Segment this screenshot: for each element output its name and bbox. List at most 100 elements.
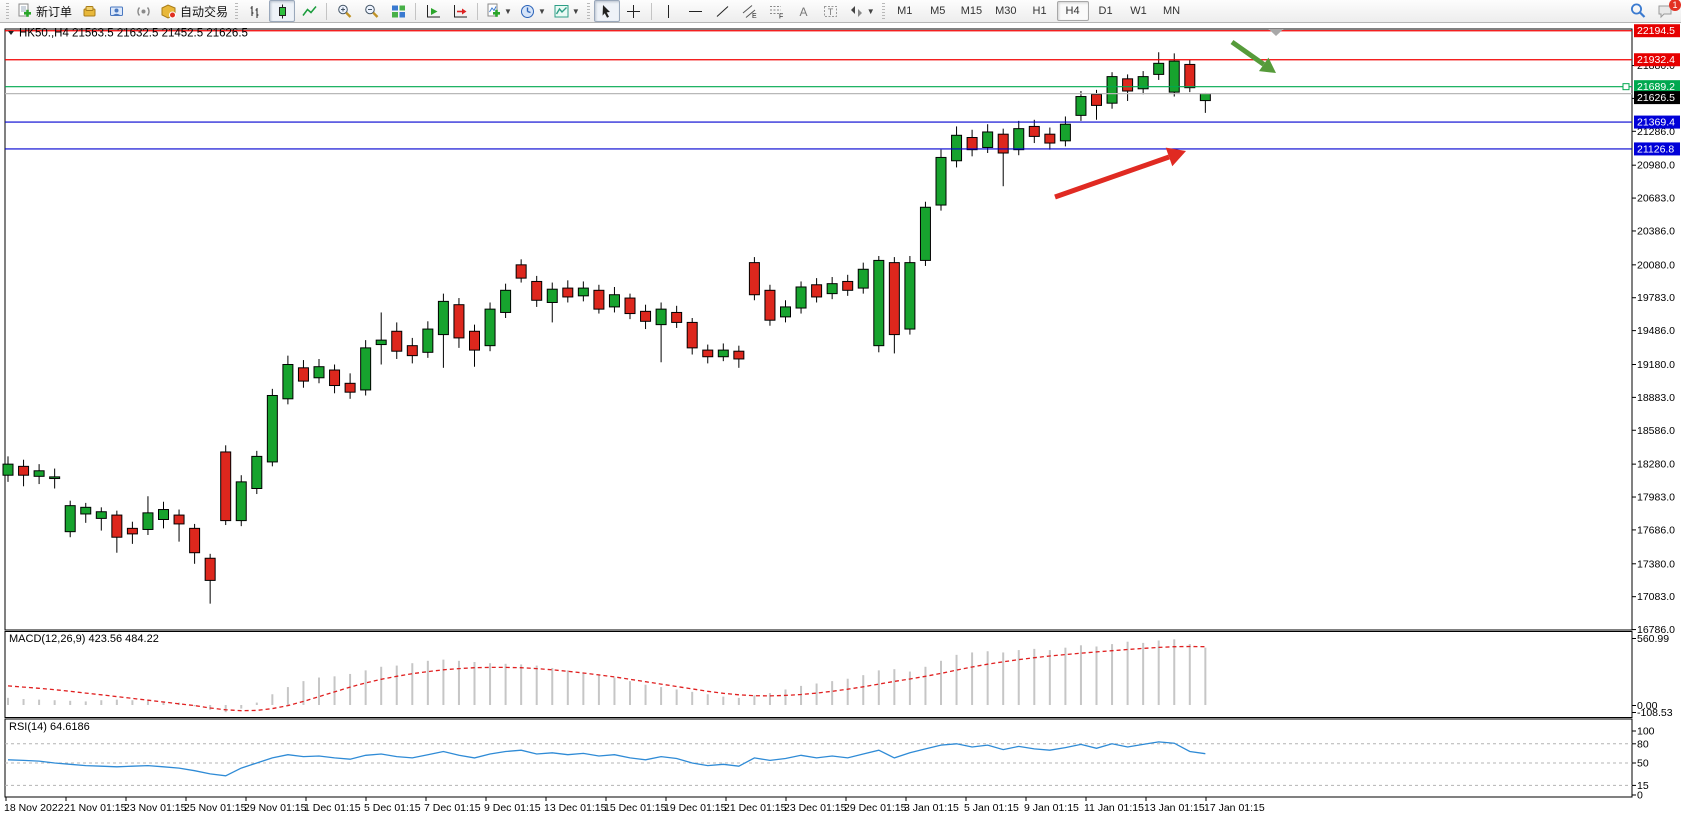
timeframe-m30-button[interactable]: M30 bbox=[995, 5, 1017, 17]
line-chart-mode-button[interactable] bbox=[296, 0, 322, 22]
x-axis-label[interactable]: 17 Jan 01:15 bbox=[1204, 802, 1265, 814]
chart-shift-marker[interactable] bbox=[1268, 29, 1284, 36]
candle-body bbox=[951, 134, 963, 162]
x-axis-label[interactable]: 23 Dec 01:15 bbox=[784, 802, 847, 814]
candle-body bbox=[189, 527, 201, 554]
timeframe-mn-button[interactable]: MN bbox=[1162, 5, 1181, 17]
candle-body bbox=[1199, 93, 1211, 102]
y-axis-label: 21286.0 bbox=[1637, 126, 1675, 138]
price-label-box bbox=[1634, 142, 1680, 156]
x-axis-label[interactable]: 5 Jan 01:15 bbox=[964, 802, 1019, 814]
cursor-icon bbox=[602, 4, 611, 18]
x-axis-label[interactable]: 5 Dec 01:15 bbox=[364, 802, 421, 814]
macd-histogram-bar bbox=[1126, 641, 1129, 705]
y-axis-label: 17983.0 bbox=[1637, 492, 1675, 504]
text-label-tool-button[interactable]: T bbox=[818, 0, 844, 22]
x-axis-label[interactable]: 21 Nov 01:15 bbox=[64, 802, 127, 814]
crosshair-tool-button[interactable] bbox=[621, 0, 647, 22]
candle-body bbox=[1013, 128, 1025, 151]
bar-chart-mode-button[interactable] bbox=[242, 0, 268, 22]
red-arrow-annotation[interactable] bbox=[1054, 154, 1170, 200]
candlestick-mode-button[interactable] bbox=[269, 0, 296, 22]
candle-body bbox=[375, 339, 387, 346]
search-button[interactable] bbox=[1625, 0, 1651, 22]
x-axis-label[interactable]: 18 Nov 2022 bbox=[4, 802, 64, 814]
x-axis-label[interactable]: 1 Dec 01:15 bbox=[304, 802, 361, 814]
timeframe-h1-button[interactable]: H1 bbox=[1032, 5, 1047, 17]
notification-badge: 1 bbox=[1669, 0, 1681, 11]
collapse-triangle-icon[interactable] bbox=[8, 31, 14, 35]
tile-windows-button[interactable] bbox=[385, 0, 411, 22]
notifications-button[interactable]: 1 bbox=[1652, 0, 1681, 22]
x-axis-label[interactable]: 13 Jan 01:15 bbox=[1144, 802, 1205, 814]
x-axis-label[interactable]: 9 Dec 01:15 bbox=[484, 802, 541, 814]
candle-body bbox=[266, 394, 278, 463]
x-axis-label[interactable]: 21 Dec 01:15 bbox=[724, 802, 787, 814]
zoom-in-button[interactable] bbox=[331, 0, 357, 22]
signals-button[interactable] bbox=[130, 0, 156, 22]
svg-text:T: T bbox=[828, 7, 834, 17]
timeframe-group: M1 M5 M15 M30 H1 H4 D1 W1 MN bbox=[889, 1, 1188, 21]
macd-histogram-bar bbox=[629, 681, 631, 705]
x-axis-label[interactable]: 23 Nov 01:15 bbox=[124, 802, 187, 814]
macd-histogram-bar bbox=[473, 662, 476, 705]
candle-body bbox=[966, 137, 978, 151]
green-arrow-annotation-head[interactable] bbox=[1258, 57, 1276, 73]
candle-body bbox=[562, 287, 574, 298]
timeframe-m15-button[interactable]: M15 bbox=[960, 5, 983, 17]
timeframe-m5-button[interactable]: M5 bbox=[930, 5, 946, 17]
svg-text:A: A bbox=[800, 5, 808, 19]
macd-histogram-bar bbox=[768, 693, 771, 705]
zoom-out-button[interactable] bbox=[358, 0, 384, 22]
candle-body bbox=[437, 300, 449, 336]
periods-button[interactable]: ▼ bbox=[516, 0, 549, 22]
horizontal-line-tool-button[interactable] bbox=[683, 0, 709, 22]
candle-body bbox=[484, 308, 496, 347]
toolbar-grip bbox=[586, 3, 590, 19]
fibonacci-tool-button[interactable]: F bbox=[764, 0, 790, 22]
trendline-tool-button[interactable] bbox=[710, 0, 736, 22]
x-axis-label[interactable]: 25 Nov 01:15 bbox=[184, 802, 247, 814]
rsi-axis-label: 0 bbox=[1637, 790, 1643, 802]
x-axis-label[interactable]: 15 Dec 01:15 bbox=[604, 802, 667, 814]
timeframe-w1-button[interactable]: W1 bbox=[1130, 5, 1147, 17]
indicators-button[interactable]: ▼ bbox=[482, 0, 515, 22]
clock-icon bbox=[520, 4, 534, 18]
arrows-tool-button[interactable]: ▼ bbox=[845, 0, 878, 22]
templates-button[interactable]: ▼ bbox=[550, 0, 583, 22]
x-axis-label[interactable]: 3 Jan 01:15 bbox=[904, 802, 959, 814]
rsi-label: RSI(14) 64.6186 bbox=[9, 721, 90, 733]
candle-body bbox=[360, 347, 372, 391]
search-icon bbox=[1631, 3, 1646, 18]
toolbar-separator bbox=[326, 2, 328, 20]
market-watch-button[interactable] bbox=[76, 0, 102, 22]
svg-text:F: F bbox=[779, 13, 783, 20]
red-arrow-annotation-head[interactable] bbox=[1165, 147, 1186, 167]
new-order-button[interactable]: 新订单 bbox=[13, 0, 75, 22]
auto-trading-button[interactable]: 自动交易 bbox=[157, 0, 231, 22]
x-axis-label[interactable]: 13 Dec 01:15 bbox=[544, 802, 607, 814]
candle-body bbox=[655, 308, 667, 326]
x-axis-label[interactable]: 11 Jan 01:15 bbox=[1084, 802, 1144, 814]
cursor-tool-button[interactable] bbox=[593, 0, 620, 22]
level-handle[interactable] bbox=[1622, 83, 1630, 91]
vertical-line-icon bbox=[668, 4, 670, 18]
timeframe-m1-button[interactable]: M1 bbox=[897, 5, 913, 17]
chart-shift-button[interactable] bbox=[447, 0, 473, 22]
green-arrow-annotation[interactable] bbox=[1230, 39, 1266, 67]
text-tool-button[interactable]: A bbox=[791, 0, 817, 22]
x-axis-label[interactable]: 29 Nov 01:15 bbox=[244, 802, 307, 814]
timeframe-h4-button[interactable]: H4 bbox=[1056, 1, 1089, 21]
channel-tool-button[interactable]: E bbox=[737, 0, 763, 22]
timeframe-d1-button[interactable]: D1 bbox=[1098, 5, 1113, 17]
x-axis-label[interactable]: 7 Dec 01:15 bbox=[424, 802, 481, 814]
macd-histogram-bar bbox=[364, 670, 367, 705]
auto-scroll-button[interactable] bbox=[420, 0, 446, 22]
price-chart[interactable]: 21880.021583.021286.020980.020683.020386… bbox=[0, 23, 1681, 826]
profile-button[interactable] bbox=[103, 0, 129, 22]
macd-axis-label: 0.00 bbox=[1637, 700, 1658, 712]
x-axis-label[interactable]: 19 Dec 01:15 bbox=[664, 802, 727, 814]
x-axis-label[interactable]: 29 Dec 01:15 bbox=[844, 802, 907, 814]
vertical-line-tool-button[interactable] bbox=[656, 0, 682, 22]
x-axis-label[interactable]: 9 Jan 01:15 bbox=[1024, 802, 1079, 814]
